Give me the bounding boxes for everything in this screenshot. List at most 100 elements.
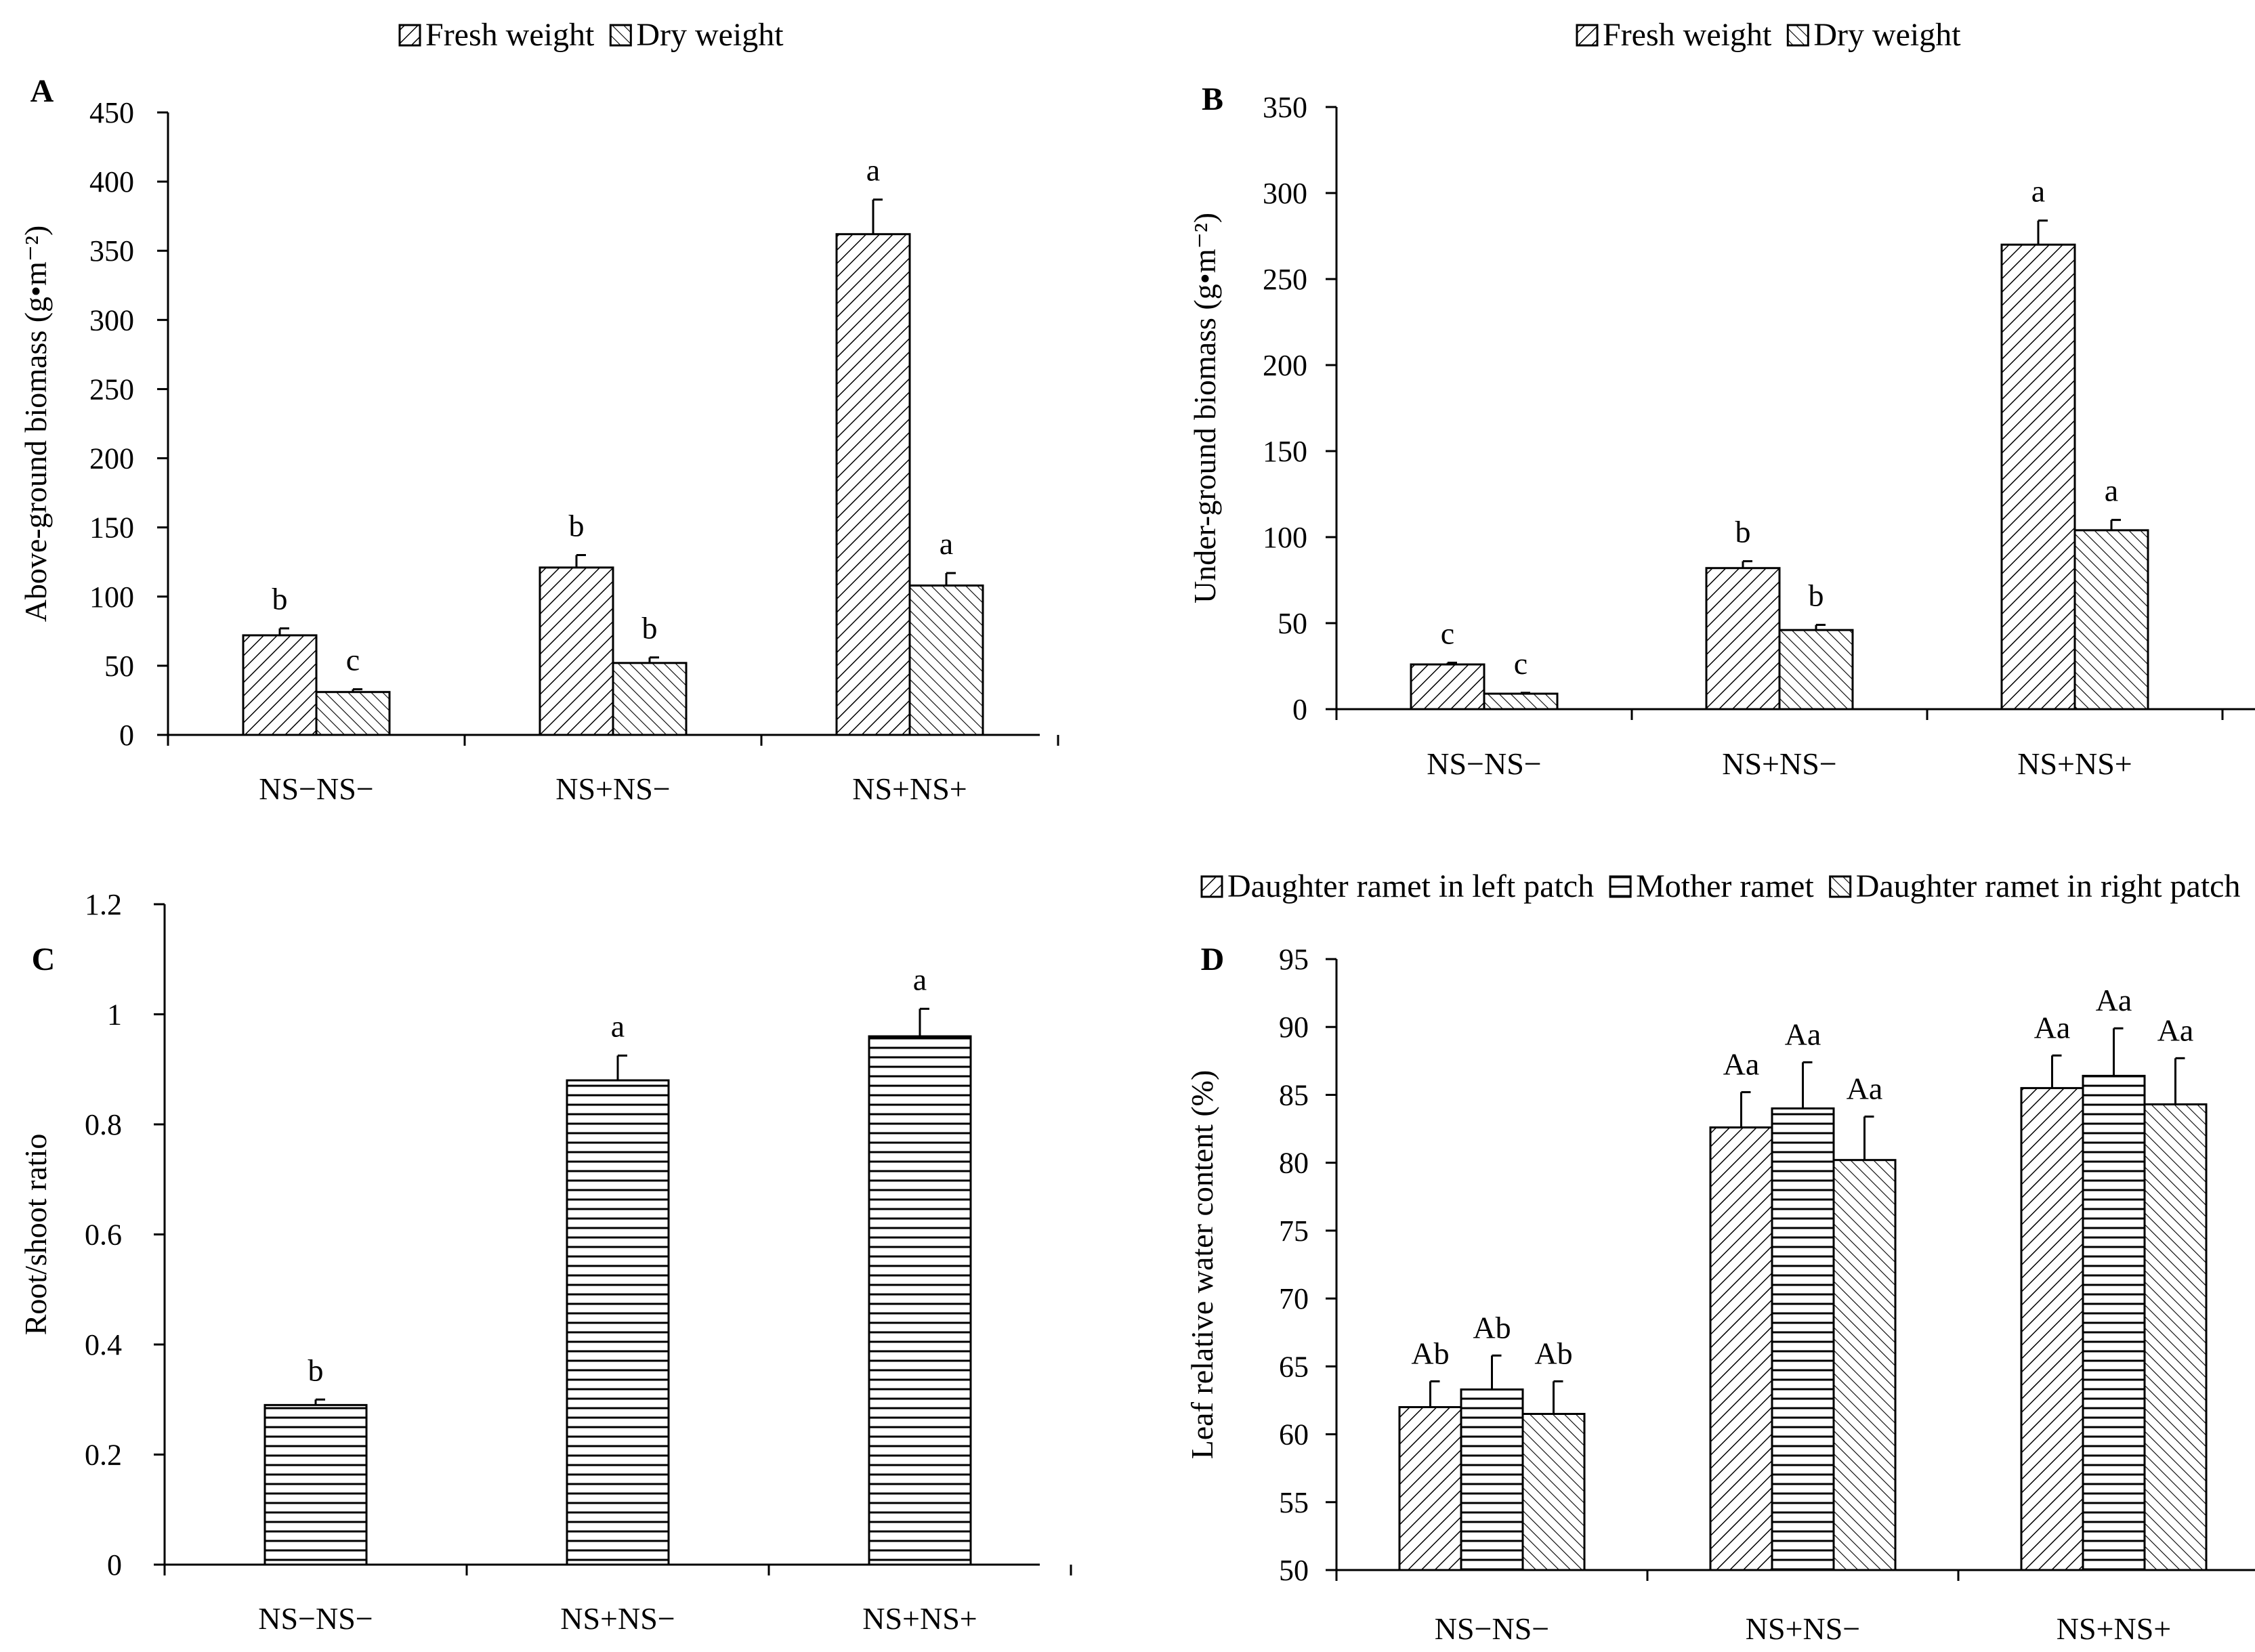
y-tick-label: 0.6 bbox=[85, 1219, 122, 1252]
category-label: NS−NS− bbox=[1427, 746, 1542, 781]
legend-swatch bbox=[1609, 875, 1632, 898]
category-label: NS+NS− bbox=[1722, 746, 1837, 781]
bar bbox=[539, 566, 614, 736]
panel-label: A bbox=[30, 73, 54, 109]
y-axis-label: Under-ground biomass (g•m⁻²) bbox=[1187, 213, 1222, 603]
significance-label: Aa bbox=[2096, 983, 2132, 1017]
bar bbox=[2143, 1103, 2208, 1571]
significance-label: Ab bbox=[1411, 1336, 1449, 1370]
legend-label: Daughter ramet in left patch bbox=[1227, 868, 1594, 904]
category-label: NS−NS− bbox=[259, 771, 374, 806]
bar bbox=[1771, 1107, 1835, 1571]
legend-label: Fresh weight bbox=[425, 17, 595, 53]
y-tick-label: 300 bbox=[1263, 177, 1307, 210]
y-tick-label: 80 bbox=[1279, 1147, 1309, 1180]
significance-label: c bbox=[1514, 646, 1527, 681]
panel-a-above-ground-biomass: 0 50 100 150 200 250 300 350 400 450 NS−NS− NS+NS− N… bbox=[18, 17, 1059, 806]
y-tick-label: 85 bbox=[1279, 1078, 1309, 1111]
y-tick-label: 0.4 bbox=[85, 1328, 122, 1361]
bar bbox=[2073, 529, 2149, 711]
category-label: NS+NS− bbox=[555, 771, 671, 806]
y-tick-label: 250 bbox=[89, 373, 134, 406]
bar bbox=[1832, 1159, 1897, 1571]
panel-label: C bbox=[32, 941, 56, 977]
bar bbox=[835, 233, 911, 736]
y-tick-label: 1 bbox=[107, 998, 122, 1032]
panel-c-root-shoot-ratio: 0 0.2 0.4 0.6 0.8 1 1.2 NS−NS− NS+NS− NS+NS+ b a a C R… bbox=[18, 888, 1072, 1636]
y-tick-label: 200 bbox=[1263, 349, 1307, 382]
significance-label: Aa bbox=[1785, 1017, 1821, 1051]
panel-d-leaf-water-content: 50 55 60 65 70 75 80 85 90 95 NS−NS− NS+NS− NS+NS+ Ab… bbox=[1185, 868, 2255, 1646]
y-tick-label: 65 bbox=[1279, 1350, 1309, 1383]
y-tick-label: 75 bbox=[1279, 1214, 1309, 1248]
bar bbox=[1705, 567, 1781, 711]
y-tick-label: 1.2 bbox=[85, 888, 122, 921]
category-label: NS+NS+ bbox=[852, 771, 967, 806]
bar bbox=[2082, 1074, 2146, 1571]
legend-label: Dry weight bbox=[636, 17, 784, 53]
y-tick-label: 0 bbox=[107, 1548, 122, 1582]
y-tick-label: 0.8 bbox=[85, 1108, 122, 1141]
category-label: NS+NS+ bbox=[862, 1601, 977, 1636]
bar bbox=[1460, 1388, 1524, 1571]
y-tick-label: 50 bbox=[104, 650, 134, 683]
category-label: NS+NS− bbox=[560, 1601, 675, 1636]
significance-label: b bbox=[1735, 515, 1751, 549]
bar bbox=[566, 1079, 670, 1566]
bar bbox=[242, 634, 318, 736]
bar bbox=[1398, 1405, 1462, 1571]
significance-label: a bbox=[611, 1009, 625, 1043]
significance-label: Ab bbox=[1534, 1336, 1572, 1370]
bar bbox=[1709, 1126, 1773, 1571]
category-label: NS−NS− bbox=[258, 1601, 373, 1636]
y-tick-label: 0 bbox=[119, 719, 134, 752]
legend-label: Mother ramet bbox=[1636, 868, 1814, 904]
y-tick-label: 70 bbox=[1279, 1282, 1309, 1315]
category-label: NS+NS+ bbox=[2057, 1611, 2172, 1646]
bar bbox=[1521, 1412, 1586, 1571]
y-tick-label: 0 bbox=[1292, 693, 1307, 726]
y-tick-label: 400 bbox=[89, 165, 134, 198]
bar bbox=[1483, 692, 1559, 711]
y-tick-label: 60 bbox=[1279, 1418, 1309, 1452]
significance-label: b bbox=[1809, 578, 1824, 613]
significance-label: a bbox=[913, 962, 927, 996]
bar bbox=[1410, 663, 1485, 711]
panel-label: B bbox=[1202, 81, 1223, 117]
y-tick-label: 90 bbox=[1279, 1011, 1309, 1044]
panel-b-under-ground-biomass: 0 50 100 150 200 250 300 350 NS−NS− NS+NS− NS+NS+ c… bbox=[1187, 17, 2255, 781]
significance-label: Aa bbox=[2157, 1013, 2194, 1047]
significance-label: b bbox=[272, 582, 288, 616]
bar bbox=[612, 662, 688, 736]
y-tick-label: 200 bbox=[89, 442, 134, 475]
y-tick-label: 55 bbox=[1279, 1486, 1309, 1519]
bar bbox=[868, 1035, 972, 1566]
significance-label: a bbox=[2105, 473, 2118, 508]
significance-label: Ab bbox=[1473, 1310, 1511, 1344]
y-tick-label: 50 bbox=[1278, 607, 1307, 640]
significance-label: b bbox=[308, 1353, 324, 1387]
y-tick-label: 0.2 bbox=[85, 1439, 122, 1472]
y-tick-label: 300 bbox=[89, 303, 134, 337]
bar bbox=[2000, 243, 2076, 711]
legend-swatch bbox=[1829, 875, 1852, 898]
y-axis-label: Root/shoot ratio bbox=[18, 1134, 53, 1336]
significance-label: b bbox=[569, 509, 585, 543]
category-label: NS+NS+ bbox=[2017, 746, 2132, 781]
significance-label: Aa bbox=[2034, 1010, 2071, 1044]
y-tick-label: 100 bbox=[89, 580, 134, 614]
y-tick-label: 350 bbox=[89, 234, 134, 268]
legend-swatch bbox=[609, 24, 632, 47]
significance-label: c bbox=[1441, 616, 1454, 650]
y-axis-label: Leaf relative water content (%) bbox=[1185, 1070, 1219, 1460]
category-label: NS−NS− bbox=[1435, 1611, 1550, 1646]
significance-label: b bbox=[642, 611, 658, 645]
bar bbox=[908, 584, 984, 736]
legend-swatch bbox=[1576, 24, 1599, 47]
y-axis-label: Above-ground biomass (g•m⁻²) bbox=[18, 226, 53, 622]
significance-label: Aa bbox=[1723, 1046, 1760, 1081]
y-tick-label: 250 bbox=[1263, 263, 1307, 296]
legend-label: Dry weight bbox=[1813, 17, 1961, 53]
y-tick-label: 100 bbox=[1263, 521, 1307, 554]
